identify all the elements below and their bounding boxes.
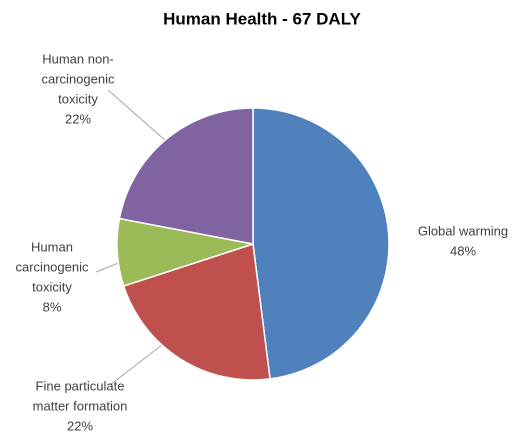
slice-label: carcinogenic bbox=[42, 71, 115, 86]
slice-label: Human bbox=[31, 239, 73, 254]
leader-line bbox=[95, 261, 122, 273]
slice-label: Human non- bbox=[42, 51, 114, 66]
value-label: 8% bbox=[43, 299, 62, 314]
slice-label: carcinogenic bbox=[16, 259, 89, 274]
slice-label: toxicity bbox=[58, 91, 98, 106]
slice-label: Fine particulate bbox=[36, 378, 125, 393]
slice-label: toxicity bbox=[32, 279, 72, 294]
chart-title: Human Health - 67 DALY bbox=[163, 9, 361, 28]
leader-line bbox=[109, 344, 163, 386]
slice-label: Global warming bbox=[418, 223, 508, 238]
value-label: 48% bbox=[450, 243, 476, 258]
pie-slice bbox=[122, 243, 271, 381]
value-label: 22% bbox=[65, 111, 91, 126]
pie-slice bbox=[118, 107, 254, 245]
pie-slice bbox=[252, 107, 390, 380]
leader-line bbox=[107, 89, 167, 142]
slice-label: matter formation bbox=[33, 398, 128, 413]
value-label: 22% bbox=[67, 418, 93, 433]
